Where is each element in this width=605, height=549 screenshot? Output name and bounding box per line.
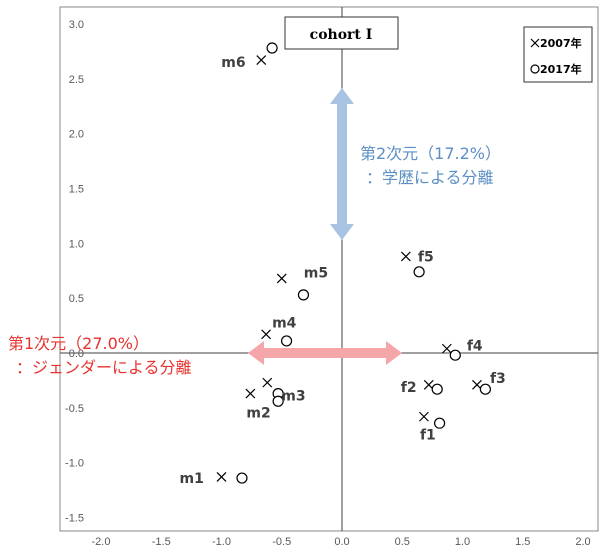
legend-entry-2007: 2007年 <box>540 36 582 50</box>
plot-frame <box>59 6 599 532</box>
cross-point <box>276 273 287 284</box>
x-tick-label: -0.5 <box>272 536 291 548</box>
x-tick-label: 0.5 <box>395 536 410 548</box>
point-label-m5: m5 <box>304 265 328 281</box>
y-tick-label: 0.5 <box>69 293 84 305</box>
x-tick-labels: -2.0 -1.5 -1.0 -0.5 0.0 0.5 1.0 1.5 2.0 <box>92 536 591 548</box>
point-label-m3: m3 <box>281 389 305 405</box>
dimension-2-arrow <box>330 88 354 240</box>
point-label-f5: f5 <box>418 249 434 265</box>
cross-point <box>262 377 273 388</box>
circle-point <box>449 349 461 361</box>
point-label-f4: f4 <box>467 339 483 355</box>
cross-point <box>245 388 256 399</box>
point-label-m6: m6 <box>221 55 245 71</box>
dimension-2-label-line1: 第2次元（17.2%） <box>360 144 501 163</box>
y-tick-label: 1.0 <box>69 238 84 250</box>
cross-point <box>472 379 482 390</box>
y-tick-label: -1.0 <box>65 458 84 470</box>
x-tick-label: 2.0 <box>575 536 590 548</box>
chart-title-box <box>284 16 399 50</box>
dimension-2-label-line2: ：学歴による分離 <box>366 168 494 187</box>
circle-point <box>272 395 284 407</box>
x-tick-label: -1.5 <box>152 536 171 548</box>
circle-point <box>479 383 491 395</box>
x-tick-label: -2.0 <box>92 536 111 548</box>
y-tick-label: 1.5 <box>69 183 84 195</box>
cross-point <box>419 411 429 422</box>
circle-point <box>434 417 446 429</box>
point-label-f2: f2 <box>401 380 417 396</box>
point-labels: m6 m5 m4 m3 m2 m1 f5 f4 f3 f2 f1 <box>180 55 506 487</box>
cross-point <box>441 343 452 354</box>
cross-point <box>423 379 434 390</box>
y-tick-label: 3.0 <box>69 19 84 31</box>
cross-point <box>216 472 227 482</box>
data-marks <box>216 42 491 484</box>
legend-cross-icon <box>530 38 540 48</box>
x-tick-label: 0.0 <box>334 536 349 548</box>
y-tick-labels: 3.0 2.5 2.0 1.5 1.0 0.5 0.0 -0.5 -1.0 -1.5 <box>65 19 84 525</box>
y-tick-label: 2.5 <box>69 74 84 86</box>
dimension-1-label-line2: ：ジェンダーによる分離 <box>16 358 192 377</box>
circle-point <box>297 289 310 301</box>
legend-circle-icon <box>530 64 540 74</box>
legend-entry-2017: 2017年 <box>540 62 582 76</box>
circle-point <box>431 383 443 395</box>
x-tick-label: 1.5 <box>515 536 530 548</box>
dimension-1-label-line1: 第1次元（27.0%） <box>8 334 149 353</box>
dimension-1-arrow <box>248 341 402 365</box>
legend: 2007年 2017年 <box>523 26 593 83</box>
cross-point <box>400 251 411 262</box>
cross-point <box>256 55 267 66</box>
point-label-m1: m1 <box>180 471 204 487</box>
point-label-m4: m4 <box>272 315 297 331</box>
circle-point <box>236 472 248 484</box>
x-tick-label: -1.0 <box>212 536 231 548</box>
point-label-f3: f3 <box>490 371 506 387</box>
y-tick-label: -0.5 <box>65 403 84 415</box>
circle-point <box>280 335 293 347</box>
point-label-f1: f1 <box>420 428 436 444</box>
y-tick-label: 2.0 <box>69 129 84 141</box>
cross-point <box>261 329 272 340</box>
point-label-m2: m2 <box>246 406 270 422</box>
y-tick-label: -1.5 <box>65 513 84 525</box>
circle-point <box>266 42 278 54</box>
y-tick-label: 0.0 <box>69 348 84 360</box>
chart-title: cohort I <box>310 27 373 43</box>
circle-point <box>413 266 425 278</box>
x-tick-label: 1.0 <box>455 536 470 548</box>
